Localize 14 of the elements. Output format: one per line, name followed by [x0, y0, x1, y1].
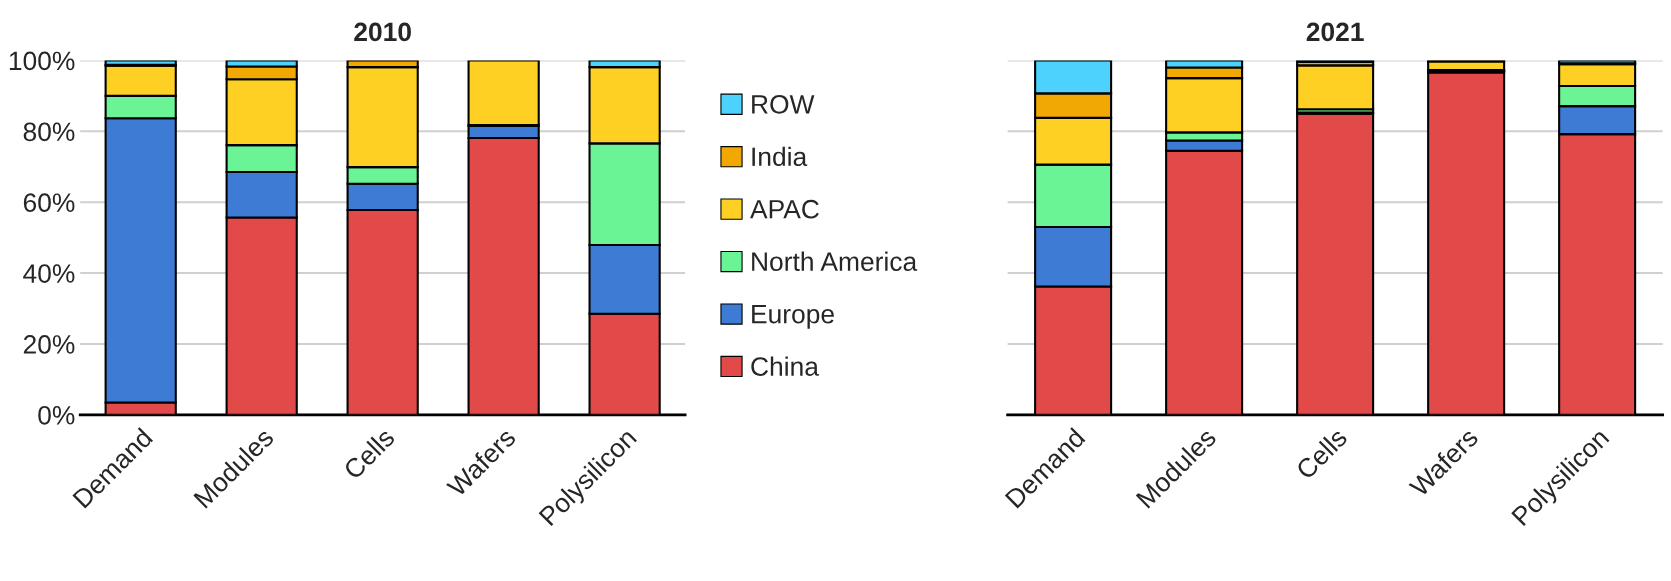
y-tick-label: 20% — [23, 335, 75, 354]
legend-label: Europe — [752, 305, 834, 329]
legend-label: China — [751, 356, 819, 376]
legend-label: North America — [752, 251, 918, 272]
chart-title: 2021 — [1306, 22, 1364, 42]
legend-label: APAC — [750, 199, 819, 219]
legend-label: India — [752, 146, 808, 167]
y-tick-label: 40% — [23, 264, 75, 283]
y-tick-label: 0% — [38, 405, 75, 425]
y-tick-label: 60% — [23, 193, 75, 213]
y-tick-label: 100% — [9, 51, 75, 71]
y-tick-label: 80% — [23, 122, 75, 142]
chart-title: 2010 — [354, 22, 411, 42]
legend-label: ROW — [752, 94, 815, 114]
